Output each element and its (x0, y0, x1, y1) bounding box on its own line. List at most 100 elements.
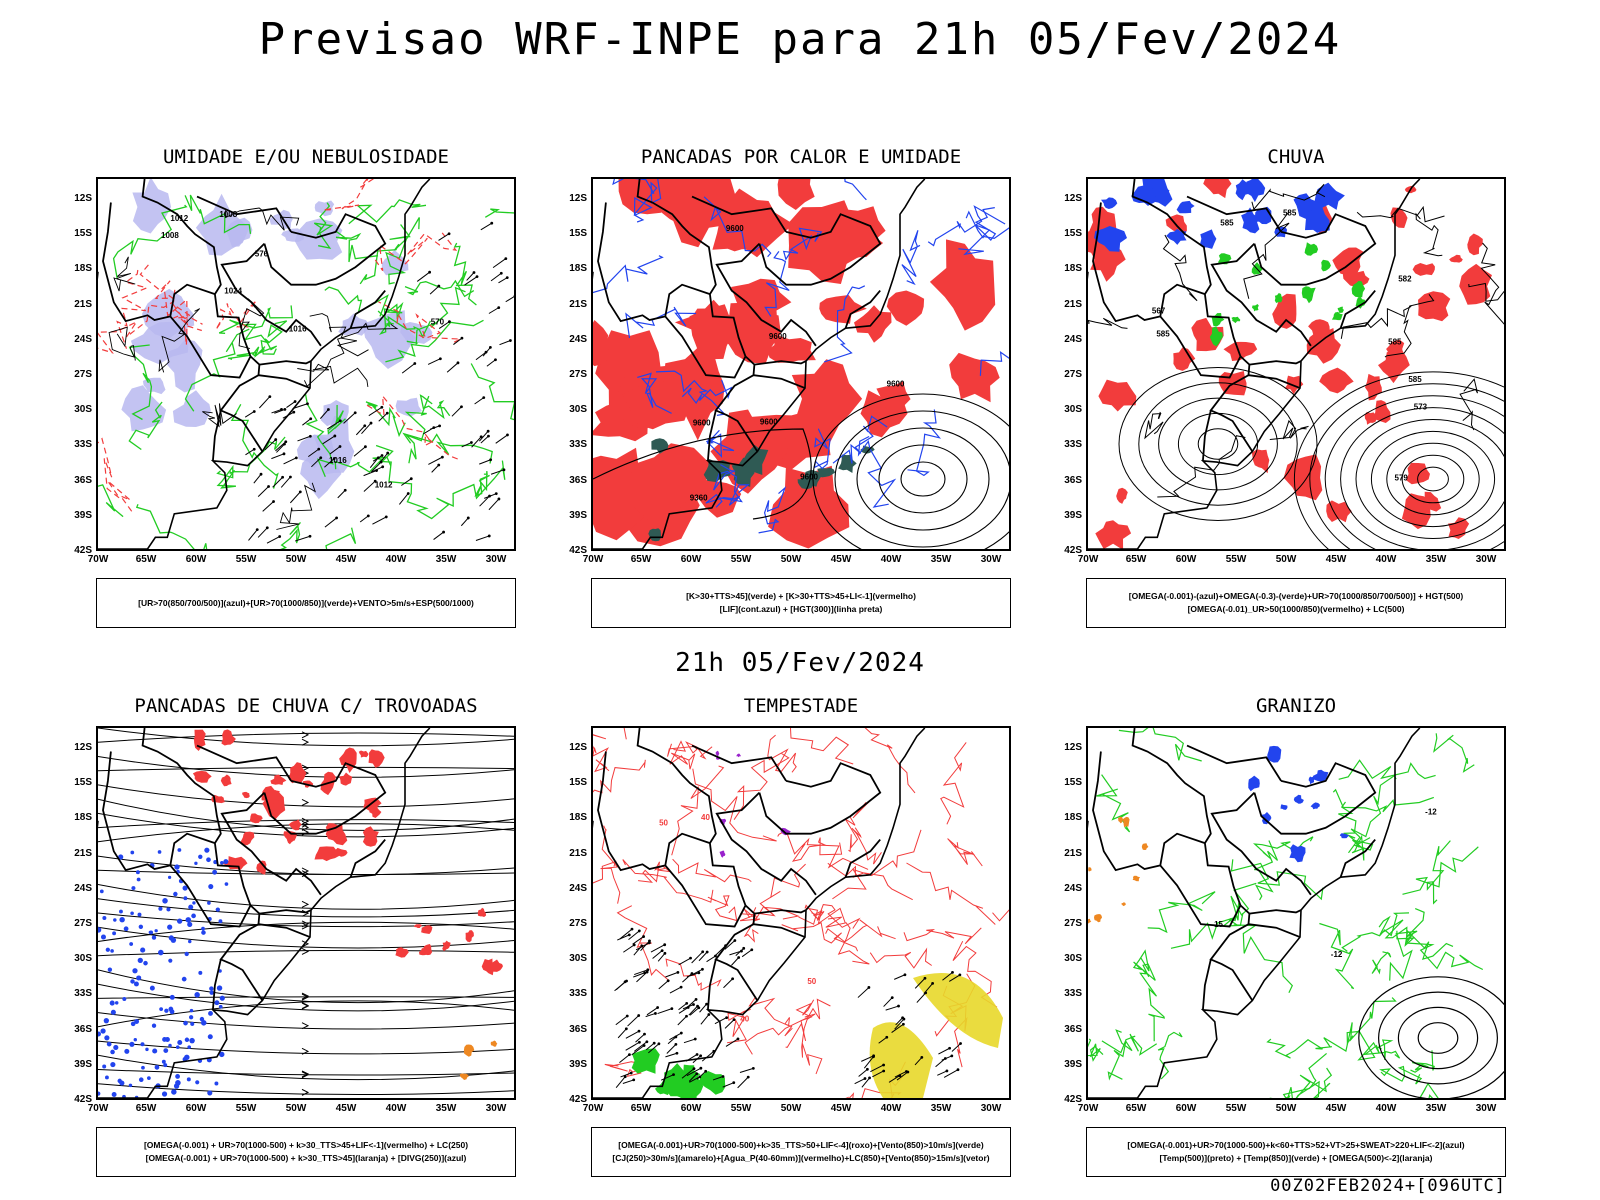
contour-label: 9600 (769, 332, 787, 341)
wind-vector-head (488, 494, 491, 498)
coastline (1088, 728, 1421, 1098)
wind-vector-head (704, 1069, 708, 1073)
rain-area (1283, 454, 1323, 501)
longitude-tick-label: 65W (1125, 1103, 1147, 1114)
streamline-arrow (301, 1047, 310, 1055)
wind-vector (363, 480, 376, 492)
hgt500-contour (1269, 419, 1309, 440)
divergence-point (154, 1064, 160, 1070)
map-canvas: 9600 9600 9600 9600 9360 9600 9600 (593, 179, 1009, 549)
longitude-tick-label: 45W (1325, 1103, 1347, 1114)
divergence-point (138, 924, 144, 929)
wind-vector-head (699, 1066, 703, 1070)
wind-vector-head (675, 1051, 679, 1055)
latitude-tick-label: 39S (1064, 1058, 1082, 1070)
latitude-tick-label: 15S (74, 228, 92, 240)
bottom-row-title: 21h 05/Fev/2024 (675, 648, 925, 678)
humidity-area (294, 218, 343, 260)
wind-vector (714, 945, 726, 957)
wind-vector-head (882, 1069, 886, 1073)
wind-vector (258, 396, 271, 409)
forecast-run-label: 00Z02FEB2024+[096UTC] (1270, 1176, 1506, 1196)
latitude-tick-label: 18S (569, 812, 587, 824)
wind-vector-head (497, 497, 501, 501)
contour-label: 579 (1395, 474, 1409, 483)
wind-vector (632, 936, 644, 945)
hgt500-contour (1355, 419, 1504, 539)
state-border (664, 864, 747, 928)
panel-title: PANCADAS POR CALOR E UMIDADE (640, 146, 962, 168)
state-border (220, 242, 322, 347)
hail-area (1261, 812, 1272, 825)
wind-vector-head (689, 956, 692, 960)
wind-vector (938, 1047, 950, 1055)
humidity-contour (404, 279, 475, 298)
temp850-contour (1319, 922, 1355, 990)
humidity-contour (257, 320, 288, 355)
divergence-point (223, 859, 229, 865)
divergence-point (218, 1004, 223, 1009)
wind-vector-head (505, 276, 509, 280)
wind-vector-head (460, 336, 464, 340)
hail-area (1308, 776, 1315, 785)
hgt500-contour (1158, 397, 1278, 491)
omega-strong-area (1231, 316, 1241, 324)
state-border (1210, 791, 1312, 896)
streamline-arrow (301, 948, 310, 955)
divergence-point (161, 1059, 166, 1064)
thunderstorm-area (368, 749, 385, 768)
wind-vector-head (413, 362, 417, 365)
rain-area (1449, 254, 1463, 263)
wind-vector-head (502, 468, 506, 472)
divergence-point (145, 1047, 149, 1052)
rain-area (1251, 449, 1270, 474)
wind-vector (371, 466, 383, 473)
contour-label: 1012 (170, 214, 188, 223)
latitude-tick-label: 27S (569, 918, 587, 929)
hail-area (1280, 804, 1288, 810)
hgt500-contour (1417, 466, 1449, 492)
wind-vector (935, 1058, 946, 1068)
humidity-contour (135, 504, 208, 549)
wind-vector (861, 1077, 870, 1088)
divergence-point (214, 1081, 219, 1086)
wind-vector (691, 951, 704, 964)
instability-area (725, 188, 794, 258)
latitude-tick-label: 33S (74, 439, 92, 451)
instability-area (791, 359, 863, 450)
hgt500-contour (1468, 282, 1504, 302)
thunderstorm-area (442, 940, 451, 952)
latitude-tick-label: 30S (1064, 404, 1082, 416)
thunderstorm-area (221, 729, 236, 746)
divergence-point (209, 990, 214, 995)
contour-label: 1008 (219, 210, 237, 219)
wind-vector (271, 453, 285, 460)
hgt500-contour (1386, 442, 1480, 516)
thickness-contour (322, 179, 375, 211)
wind-vector (648, 1043, 660, 1054)
forecast-map: 1012 1016 1008 1012 570 576 1016 1024 1008 (96, 177, 516, 551)
wind-vector-head (742, 946, 746, 950)
legend-line: [OMEGA(-0.001)+UR>70(1000-500)+k>35_TTS>… (618, 1140, 984, 1150)
wind-vector (741, 949, 753, 958)
wind-vector (700, 1014, 710, 1025)
divergence-point (137, 957, 143, 964)
wind-vector (324, 458, 335, 468)
longitude-tick-label: 55W (235, 1103, 257, 1114)
longitude-tick-label: 45W (335, 554, 357, 565)
divergence-point (174, 864, 180, 870)
wind-vector (308, 448, 320, 458)
streamline-arrow (301, 1070, 310, 1078)
wind-vector (474, 397, 485, 405)
wind-vector-head (306, 402, 309, 406)
divergence-point (208, 883, 214, 890)
latitude-tick-label: 21S (1064, 298, 1082, 310)
streamline-arrow (301, 798, 310, 806)
precip-water-contour (616, 905, 670, 982)
state-border (1209, 904, 1254, 1001)
state-border (169, 315, 252, 379)
wind-vector-head (697, 971, 701, 975)
hgt500-contour (1384, 294, 1435, 358)
divergence-point (133, 1038, 137, 1042)
streamline-arrow (301, 1022, 310, 1030)
